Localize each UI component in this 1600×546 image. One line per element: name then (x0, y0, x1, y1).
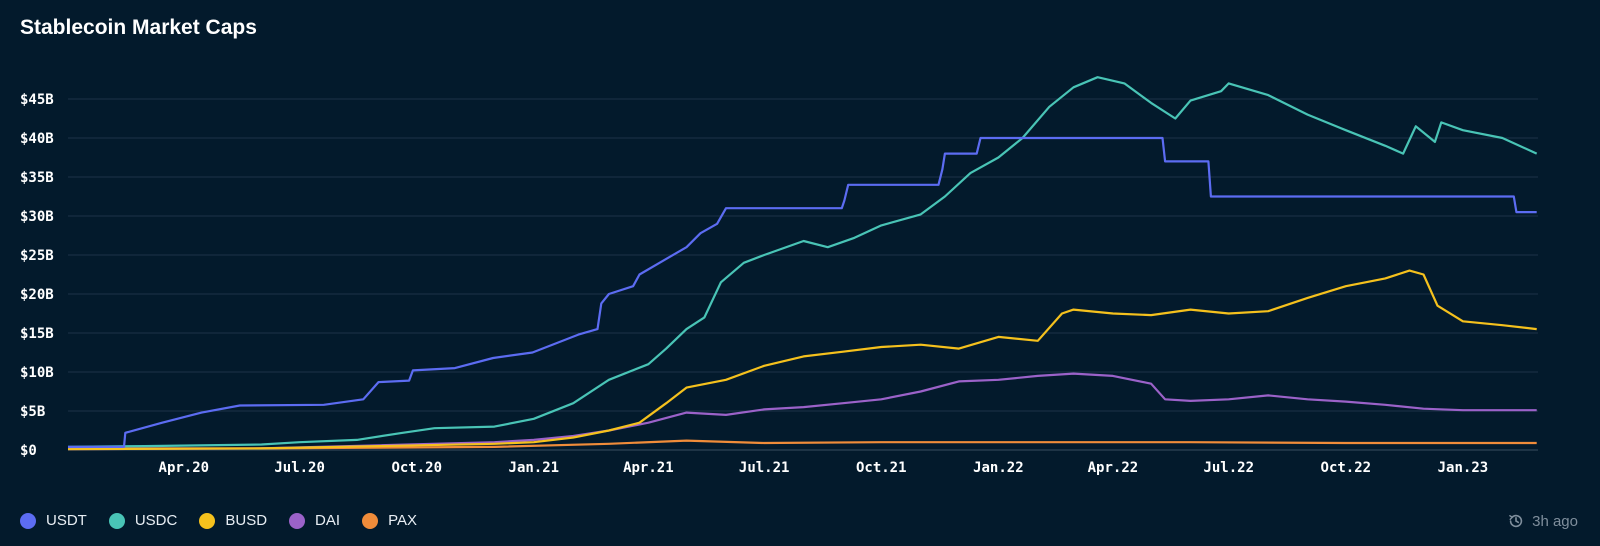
legend: USDT USDC BUSD DAI PAX (20, 512, 417, 529)
legend-swatch (362, 512, 379, 529)
legend-swatch (20, 512, 36, 529)
y-tick-label: $5B (20, 404, 45, 420)
clock-history-icon (1509, 514, 1523, 528)
legend-label: PAX (388, 512, 417, 529)
x-tick-label: Oct.20 (391, 460, 442, 476)
legend-swatch (199, 512, 216, 529)
x-tick-label: Jul.20 (274, 460, 325, 476)
last-updated-text: 3h ago (1532, 512, 1578, 530)
x-tick-label: Jan.23 (1438, 460, 1489, 476)
legend-label: DAI (315, 512, 341, 529)
legend-item-pax[interactable]: PAX (362, 512, 417, 529)
chart-title: Stablecoin Market Caps (20, 16, 257, 39)
legend-item-busd[interactable]: BUSD (199, 512, 267, 529)
x-tick-label: Jul.22 (1203, 460, 1254, 476)
x-tick-label: Apr.20 (159, 460, 210, 476)
series-line-pax (68, 439, 1537, 450)
legend-swatch (289, 512, 306, 529)
y-tick-label: $10B (20, 365, 54, 381)
x-axis-ticks: Apr.20 Jul.20 Oct.20 Jan.21 Apr.21 Jul.21 Oct.… (159, 460, 1489, 476)
y-tick-label: $45B (20, 92, 54, 108)
series-line-busd (67, 269, 1537, 451)
x-tick-label: Oct.21 (856, 460, 907, 476)
x-tick-label: Jan.22 (973, 460, 1024, 476)
grid-lines (68, 98, 1538, 451)
legend-item-dai[interactable]: DAI (289, 512, 340, 529)
series-lines (67, 76, 1538, 451)
y-axis-ticks: $0 $5B $10B $15B $20B $25B $30B $35B $40B $45B (20, 92, 54, 459)
y-tick-label: $35B (20, 170, 54, 186)
last-updated: 3h ago (1507, 512, 1578, 530)
y-tick-label: $25B (20, 248, 54, 264)
market-cap-chart: $0 $5B $10B $15B $20B $25B $30B $35B $40B $45B Ap… (20, 76, 1538, 476)
x-tick-label: Jan.21 (509, 460, 560, 476)
series-line-usdc (67, 76, 1538, 448)
series-line-dai (67, 372, 1537, 451)
legend-label: BUSD (225, 512, 268, 529)
x-tick-label: Apr.21 (623, 460, 674, 476)
x-tick-label: Oct.22 (1321, 460, 1372, 476)
y-tick-label: $0 (20, 443, 37, 459)
legend-label: USDC (134, 512, 178, 529)
legend-item-usdc[interactable]: USDC (108, 512, 178, 529)
legend-item-usdt[interactable]: USDT (20, 512, 87, 529)
x-tick-label: Apr.22 (1088, 460, 1139, 476)
legend-label: USDT (46, 512, 87, 529)
legend-swatch (108, 512, 125, 529)
y-tick-label: $30B (20, 209, 54, 225)
series-line-usdt (68, 136, 1537, 448)
y-tick-label: $15B (20, 326, 54, 342)
x-tick-label: Jul.21 (739, 460, 790, 476)
y-tick-label: $40B (20, 131, 54, 147)
y-tick-label: $20B (20, 287, 54, 303)
